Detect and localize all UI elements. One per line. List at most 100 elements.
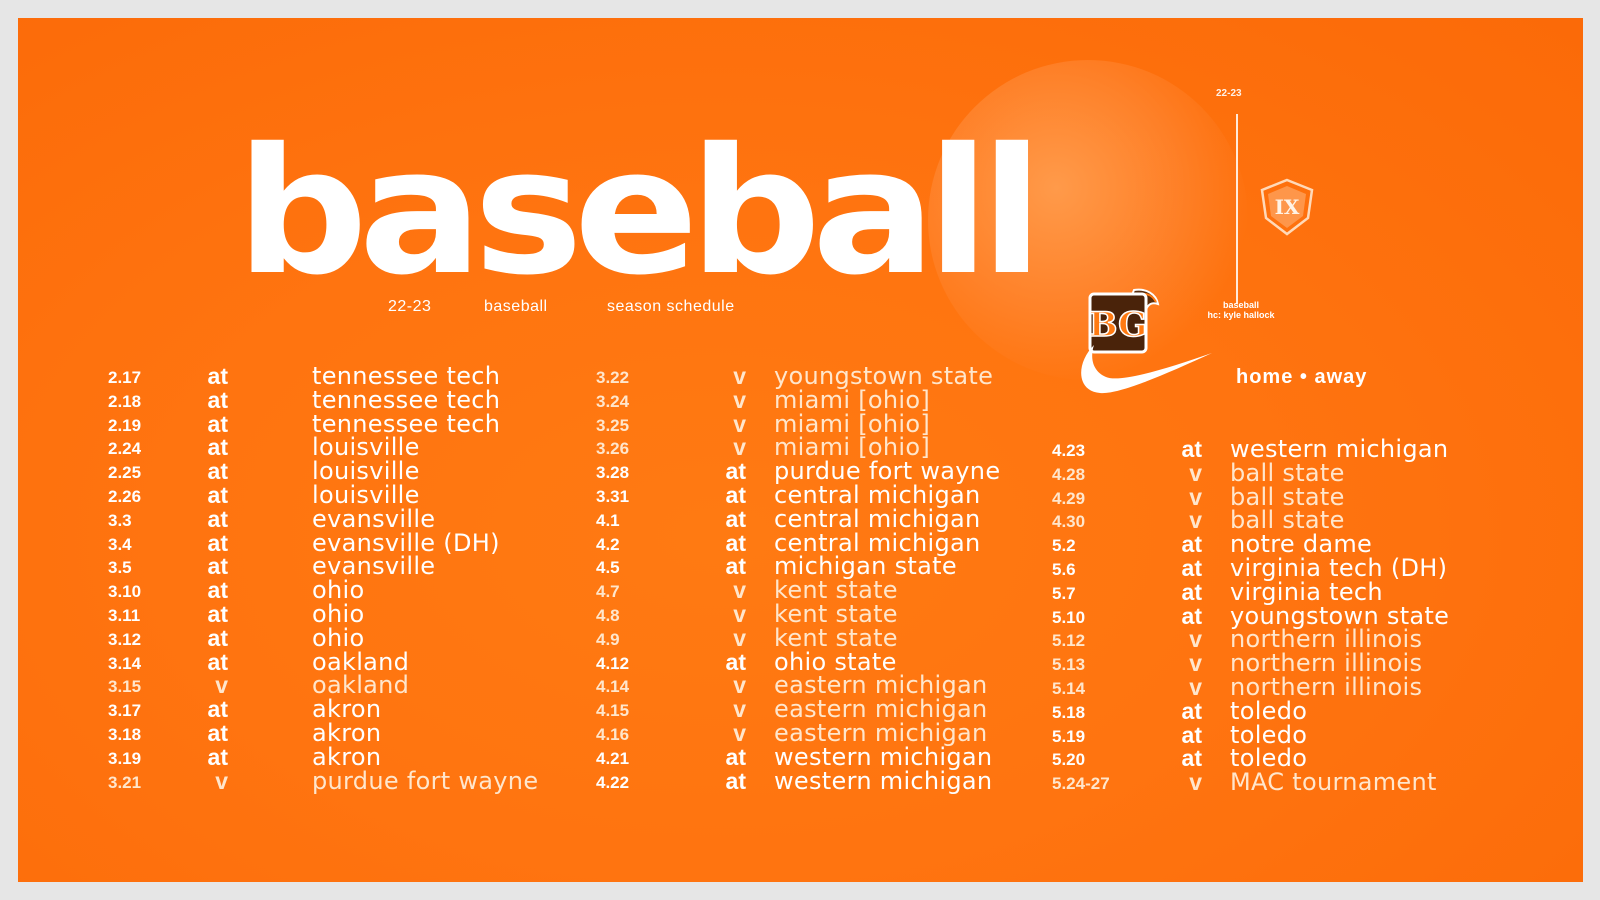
opponent-name: eastern michigan (774, 671, 988, 700)
opponent-name: akron (312, 695, 382, 724)
home-away-marker: at (1181, 602, 1202, 629)
opponent-name: miami [ohio] (774, 433, 931, 462)
home-away-marker: at (1181, 555, 1202, 581)
game-date: 3.15 (108, 677, 142, 697)
game-date: 3.14 (108, 653, 142, 673)
opponent-name: toledo (1230, 720, 1308, 749)
game-date: 3.31 (596, 487, 630, 506)
home-away-marker: at (207, 624, 228, 651)
home-away-marker: v (733, 386, 746, 413)
home-away-marker: at (207, 743, 228, 770)
game-date: 5.10 (1052, 607, 1086, 627)
home-away-marker: at (725, 767, 746, 794)
opponent-name: notre dame (1230, 530, 1373, 559)
opponent-name: northern illinois (1230, 649, 1423, 678)
game-date: 4.21 (596, 748, 630, 768)
opponent-name: youngstown state (774, 362, 994, 390)
game-date: 3.22 (596, 368, 630, 387)
home-away-marker: at (207, 505, 228, 532)
opponent-name: akron (312, 719, 382, 747)
opponent-name: kent state (774, 576, 898, 605)
opponent-name: michigan state (774, 552, 957, 581)
home-away-marker: at (1181, 697, 1202, 724)
game-date: 5.6 (1052, 560, 1076, 579)
opponent-name: toledo (1230, 744, 1308, 773)
opponent-name: evansville (312, 504, 436, 533)
home-away-marker: at (207, 363, 228, 389)
home-away-marker: v (733, 577, 746, 604)
divider-line (1236, 114, 1238, 304)
opponent-name: central michigan (774, 504, 981, 533)
game-date: 5.14 (1052, 679, 1086, 698)
game-date: 2.24 (108, 439, 142, 459)
game-date: 5.18 (1052, 702, 1086, 722)
background-glow (928, 60, 1248, 380)
opponent-name: miami [ohio] (774, 385, 931, 414)
home-away-marker: at (725, 743, 746, 770)
home-away-marker: at (1181, 436, 1202, 462)
home-away-legend: home • away (1236, 366, 1368, 388)
game-date: 3.17 (108, 701, 142, 721)
game-date: 4.5 (596, 558, 620, 578)
game-date: 4.12 (596, 653, 630, 673)
subtitle-sport: baseball (484, 298, 548, 315)
game-date: 5.2 (1052, 536, 1076, 556)
subtitle-season: 22-23 (388, 298, 432, 315)
game-date: 3.28 (596, 463, 630, 483)
home-away-marker: at (725, 648, 746, 675)
game-date: 4.16 (596, 725, 630, 744)
opponent-name: purdue fort wayne (774, 457, 1001, 486)
home-away-marker: v (733, 410, 746, 437)
title-ix-badge-icon: IX (1260, 178, 1314, 236)
opponent-name: tennessee tech (312, 409, 501, 438)
home-away-marker: v (733, 696, 746, 723)
game-date: 5.13 (1052, 655, 1086, 675)
game-date: 3.21 (108, 772, 142, 792)
home-away-marker: at (1181, 531, 1202, 558)
home-away-marker: at (1181, 721, 1202, 748)
home-away-marker: at (207, 434, 228, 461)
game-date: 4.23 (1052, 441, 1086, 460)
opponent-name: evansville (312, 552, 436, 581)
game-date: 3.10 (108, 582, 142, 602)
opponent-name: ohio (312, 623, 365, 652)
home-away-marker: at (725, 482, 746, 508)
home-away-marker: at (725, 458, 746, 485)
game-date: 4.28 (1052, 464, 1086, 484)
home-away-marker: v (733, 624, 746, 651)
game-date: 4.29 (1052, 488, 1086, 508)
season-label-small: 22-23 (1216, 88, 1242, 99)
home-away-marker: v (1189, 459, 1202, 486)
opponent-name: purdue fort wayne (312, 766, 539, 795)
home-away-marker: v (733, 601, 746, 627)
home-away-marker: at (1181, 578, 1202, 605)
opponent-name: kent state (774, 623, 898, 652)
opponent-name: northern illinois (1230, 625, 1423, 654)
home-away-marker: v (733, 672, 746, 699)
opponent-name: western michigan (774, 766, 993, 795)
home-away-marker: at (207, 696, 228, 723)
home-away-marker: v (1189, 626, 1202, 653)
home-away-marker: at (207, 529, 228, 556)
opponent-name: tennessee tech (312, 385, 501, 414)
home-away-marker: at (1181, 745, 1202, 772)
home-away-marker: v (733, 363, 746, 389)
game-date: 5.24-27 (1052, 774, 1110, 794)
opponent-name: evansville (DH) (312, 528, 500, 557)
home-away-marker: v (1189, 507, 1202, 534)
opponent-name: akron (312, 742, 382, 771)
opponent-name: louisville (312, 457, 420, 486)
coach-name-label: hc: kyle hallock (1207, 310, 1275, 320)
svg-text:BG: BG (1089, 305, 1147, 345)
home-away-marker: at (725, 553, 746, 580)
game-date: 5.7 (1052, 583, 1076, 603)
game-date: 4.7 (596, 582, 620, 602)
svg-text:IX: IX (1275, 195, 1300, 219)
home-away-marker: at (207, 482, 228, 508)
game-date: 3.18 (108, 725, 142, 744)
opponent-name: central michigan (774, 481, 981, 509)
coach-sport-label: baseball (1222, 300, 1260, 310)
home-away-marker: v (733, 434, 746, 461)
game-date: 5.20 (1052, 750, 1086, 770)
opponent-name: ohio (312, 576, 365, 605)
